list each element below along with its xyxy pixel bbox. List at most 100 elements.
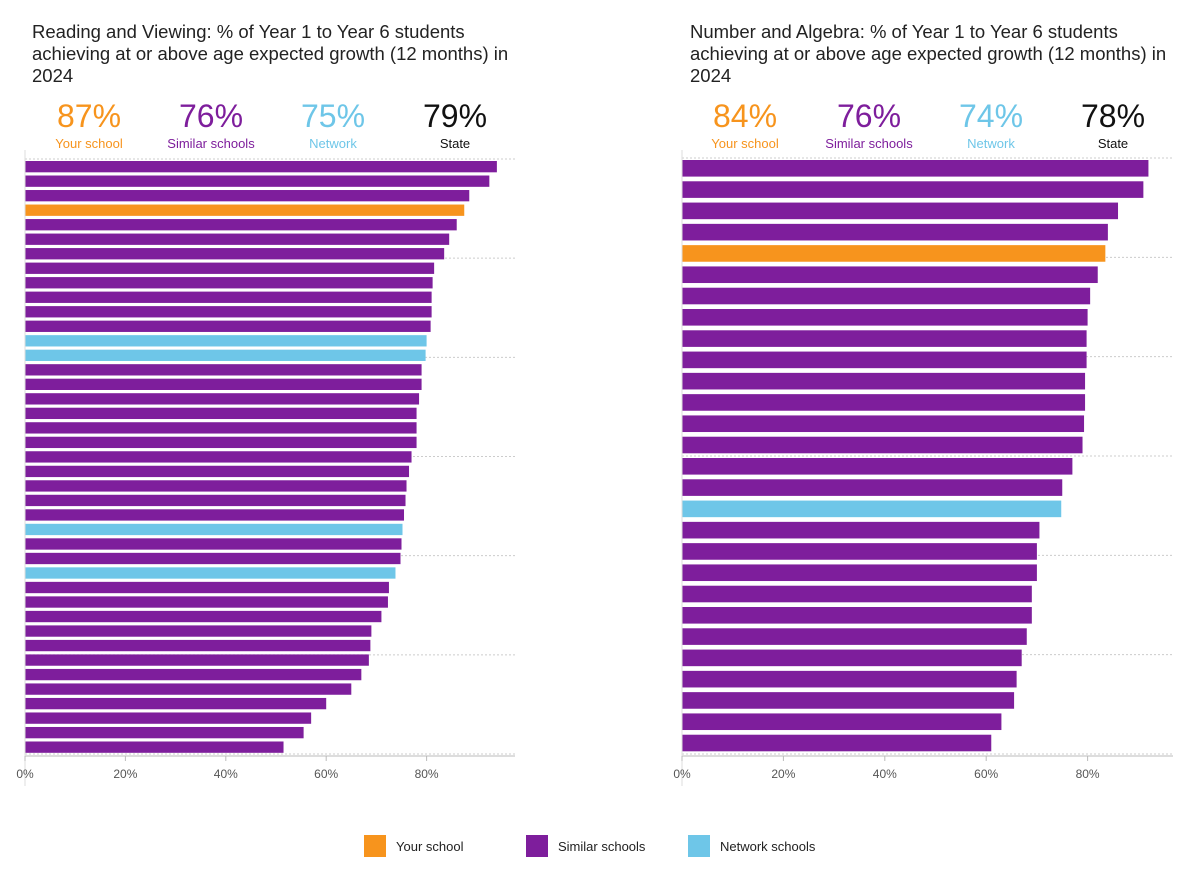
bar-similar-schools <box>25 422 417 434</box>
bar-similar-schools <box>682 351 1087 369</box>
x-tick-label: 60% <box>314 767 338 781</box>
bar-network <box>25 335 427 347</box>
kpi-label: State <box>439 136 471 151</box>
bar-similar-schools <box>682 713 1002 731</box>
x-tick-label: 20% <box>113 767 137 781</box>
kpi-your-school: 84% Your school <box>680 98 810 152</box>
bar-similar-schools <box>25 407 417 420</box>
x-tick-label: 0% <box>16 767 34 781</box>
bar-similar-schools <box>25 538 402 550</box>
bar-similar-schools <box>25 668 362 681</box>
bar-similar-schools <box>25 364 422 376</box>
bar-similar-schools <box>682 543 1037 560</box>
bar-network <box>25 523 403 536</box>
kpi-label: Similar schools <box>167 136 255 151</box>
bar-similar-schools <box>682 394 1086 411</box>
kpi-value: 84% <box>712 98 778 134</box>
bar-similar-schools <box>25 291 432 303</box>
bar-similar-schools <box>25 277 433 289</box>
bar-similar-schools <box>682 287 1091 305</box>
bar-similar-schools <box>25 610 382 623</box>
bar-similar-schools <box>682 564 1037 582</box>
kpi-value: 76% <box>836 98 902 134</box>
bar-similar-schools <box>25 494 406 507</box>
bar-similar-schools <box>682 692 1015 709</box>
kpi-state: 78% State <box>1048 98 1178 152</box>
legend-swatch <box>688 835 710 857</box>
legend: Your school Similar schools Network scho… <box>0 834 1200 858</box>
kpi-label: Your school <box>711 136 779 151</box>
bar-similar-schools <box>25 697 327 710</box>
kpi-value: 78% <box>1080 98 1146 134</box>
x-tick-label: 80% <box>1076 767 1100 781</box>
bar-similar-schools <box>25 262 435 274</box>
bar-similar-schools <box>682 202 1119 220</box>
bar-plot-area: 0% 20% 40% 60% 80% <box>673 150 1173 786</box>
x-tick-label: 60% <box>974 767 998 781</box>
bar-similar-schools <box>682 607 1032 624</box>
kpi-label: Network <box>309 136 357 151</box>
legend-item-similar-schools: Similar schools <box>526 834 645 858</box>
kpi-label: Similar schools <box>825 136 913 151</box>
bar-similar-schools <box>25 712 312 724</box>
bar-plot-area: 0% 20% 40% 60% 80% <box>16 150 515 786</box>
kpi-network: 75% Network <box>268 98 398 152</box>
bar-similar-schools <box>25 654 369 666</box>
bar-similar-schools <box>25 161 497 173</box>
bar-similar-schools <box>25 683 352 695</box>
bar-similar-schools <box>682 649 1022 667</box>
chart-title: Reading and Viewing: % of Year 1 to Year… <box>32 21 509 86</box>
kpi-your-school: 87% Your school <box>24 98 154 152</box>
legend-label: Your school <box>396 838 464 854</box>
kpi-value: 74% <box>958 98 1024 134</box>
bar-similar-schools <box>682 436 1083 454</box>
bar-similar-schools <box>682 479 1063 496</box>
x-tick-label: 40% <box>214 767 238 781</box>
kpi-value: 76% <box>178 98 244 134</box>
x-tick-label: 0% <box>673 767 691 781</box>
bar-similar-schools <box>25 320 431 332</box>
bar-similar-schools <box>682 266 1098 284</box>
kpi-similar-schools: 76% Similar schools <box>146 98 276 152</box>
kpi-value: 75% <box>300 98 366 134</box>
legend-swatch <box>526 835 548 857</box>
kpi-label: State <box>1097 136 1129 151</box>
bar-network <box>25 349 426 361</box>
legend-item-your-school: Your school <box>364 834 463 858</box>
kpi-similar-schools: 76% Similar schools <box>804 98 934 152</box>
bar-similar-schools <box>25 436 417 449</box>
bar-network <box>682 500 1062 518</box>
bar-similar-schools <box>25 509 405 521</box>
kpi-label: Network <box>967 136 1015 151</box>
bar-similar-schools <box>25 465 410 478</box>
bar-similar-schools <box>25 306 432 318</box>
bar-similar-schools <box>682 160 1149 177</box>
bar-similar-schools <box>25 190 470 202</box>
kpi-value: 79% <box>422 98 488 134</box>
legend-item-network-schools: Network schools <box>688 834 815 858</box>
bar-similar-schools <box>25 175 490 187</box>
bar-similar-schools <box>682 585 1032 603</box>
bar-similar-schools <box>682 458 1073 475</box>
bar-similar-schools <box>25 378 422 390</box>
legend-label: Similar schools <box>558 838 646 854</box>
bar-similar-schools <box>682 670 1017 688</box>
kpi-label: Your school <box>55 136 123 151</box>
bar-similar-schools <box>25 741 284 753</box>
x-tick-label: 20% <box>771 767 795 781</box>
bar-your-school <box>25 204 465 216</box>
bar-similar-schools <box>25 639 371 652</box>
bar-similar-schools <box>25 552 401 565</box>
bar-similar-schools <box>25 596 388 608</box>
bar-similar-schools <box>25 625 372 637</box>
bar-similar-schools <box>682 415 1085 433</box>
x-tick-label: 80% <box>415 767 439 781</box>
bar-similar-schools <box>682 372 1086 390</box>
bar-similar-schools <box>682 734 992 752</box>
kpi-state: 79% State <box>390 98 520 152</box>
bar-similar-schools <box>25 581 389 594</box>
x-tick-label: 40% <box>873 767 897 781</box>
bar-similar-schools <box>682 521 1040 539</box>
bar-similar-schools <box>682 223 1108 241</box>
legend-label: Network schools <box>720 838 816 854</box>
